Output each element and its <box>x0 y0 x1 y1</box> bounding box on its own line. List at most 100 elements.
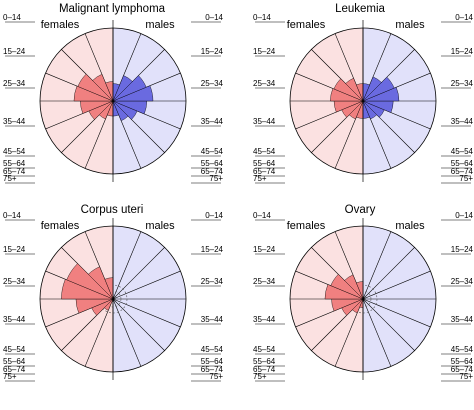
age-label-right: 15–24 <box>201 245 224 254</box>
male-wedge-45-54 <box>362 86 400 102</box>
age-label-left: 45–54 <box>253 345 276 354</box>
female-wedge-65-74 <box>92 73 114 102</box>
age-label-right: 15–24 <box>451 47 474 56</box>
age-label-right: 25–34 <box>451 79 474 88</box>
age-label-left: 55–64 <box>253 357 276 366</box>
age-label-right: 45–54 <box>451 345 474 354</box>
age-label-right: 35–44 <box>201 117 224 126</box>
age-label-right: 15–24 <box>201 47 224 56</box>
female-wedge-65-74 <box>344 274 364 300</box>
female-wedge-65-74 <box>88 266 114 300</box>
age-label-right: 25–34 <box>451 277 474 286</box>
age-label-right: 25–34 <box>201 79 224 88</box>
male-wedge-45-54 <box>112 85 154 102</box>
age-label-left: 65–74 <box>253 167 276 176</box>
male-wedge-55-64 <box>362 76 395 102</box>
chart-panel-corpus-uteri: 0–14 0–14 15–24 15–24 25–34 25–34 35–44 35–44 45… <box>3 204 224 382</box>
age-label-left: 15–24 <box>253 245 276 254</box>
female-wedge-55-64 <box>66 263 114 300</box>
sector-spoke <box>112 231 142 300</box>
female-wedge-45-54 <box>61 278 114 300</box>
age-label-right: 55–64 <box>451 357 474 366</box>
age-label-left: 35–44 <box>3 315 26 324</box>
panel-title: Malignant lymphoma <box>59 3 166 15</box>
age-label-left: 55–64 <box>253 159 276 168</box>
panel-title: Leukemia <box>335 3 385 15</box>
sector-spoke <box>362 298 392 367</box>
panel-title: Ovary <box>345 204 376 216</box>
age-label-right: 0–14 <box>205 211 223 220</box>
sector-spoke <box>112 298 165 351</box>
panel-title: Corpus uteri <box>81 204 144 216</box>
age-label-left: 75+ <box>253 372 267 381</box>
females-label: females <box>287 220 326 232</box>
age-label-left: 45–54 <box>3 147 26 156</box>
age-label-right: 45–54 <box>451 147 474 156</box>
age-label-right: 75+ <box>459 174 473 183</box>
female-wedge-55-64 <box>330 274 364 300</box>
age-label-right: 25–34 <box>201 277 224 286</box>
age-label-left: 35–44 <box>3 117 26 126</box>
age-label-right: 15–24 <box>451 245 474 254</box>
sector-spoke <box>112 270 181 300</box>
age-label-right: 35–44 <box>451 315 474 324</box>
female-wedge-65-74 <box>345 77 364 102</box>
age-label-left: 0–14 <box>253 211 271 220</box>
age-label-right: 0–14 <box>455 211 473 220</box>
chart-panel-malignant-lymphoma: 0–14 0–14 15–24 15–24 25–34 25–34 35–44 35–44 45… <box>3 3 224 184</box>
female-wedge-45-54 <box>324 284 364 300</box>
age-label-left: 0–14 <box>3 13 21 22</box>
age-label-right: 65–74 <box>201 167 224 176</box>
chart-panel-ovary: 0–14 0–14 15–24 15–24 25–34 25–34 35–44 35–44 45… <box>253 204 474 382</box>
sector-spoke <box>112 247 165 300</box>
age-label-left: 75+ <box>3 174 17 183</box>
female-wedge-45-54 <box>330 88 364 102</box>
sector-spoke <box>362 231 392 300</box>
age-label-left: 45–54 <box>253 147 276 156</box>
age-label-left: 35–44 <box>253 315 276 324</box>
age-label-right: 75+ <box>459 372 473 381</box>
age-label-left: 25–34 <box>253 79 276 88</box>
age-label-left: 75+ <box>253 174 267 183</box>
female-wedge-55-64 <box>333 78 364 102</box>
age-label-right: 35–44 <box>451 117 474 126</box>
age-label-left: 55–64 <box>3 357 26 366</box>
age-label-right: 55–64 <box>451 159 474 168</box>
age-label-left: 45–54 <box>3 345 26 354</box>
males-label: males <box>395 220 425 232</box>
age-label-left: 65–74 <box>253 365 276 374</box>
age-label-left: 65–74 <box>3 365 26 374</box>
age-label-right: 65–74 <box>201 365 224 374</box>
age-label-left: 25–34 <box>3 79 26 88</box>
males-label: males <box>145 220 175 232</box>
age-label-left: 15–24 <box>3 245 26 254</box>
age-label-right: 45–54 <box>201 345 224 354</box>
male-wedge-55-64 <box>112 75 147 102</box>
age-label-left: 55–64 <box>3 159 26 168</box>
females-label: females <box>41 19 80 31</box>
sector-spoke <box>362 298 431 328</box>
age-label-left: 25–34 <box>253 277 276 286</box>
females-label: females <box>287 19 326 31</box>
sector-spoke <box>362 298 415 351</box>
age-label-left: 15–24 <box>3 47 26 56</box>
sector-spoke <box>112 298 142 367</box>
age-label-left: 0–14 <box>3 211 21 220</box>
age-label-left: 25–34 <box>3 277 26 286</box>
age-label-right: 65–74 <box>451 167 474 176</box>
age-label-left: 35–44 <box>253 117 276 126</box>
age-label-right: 55–64 <box>201 357 224 366</box>
females-label: females <box>41 220 80 232</box>
age-label-right: 0–14 <box>205 13 223 22</box>
age-label-right: 45–54 <box>201 147 224 156</box>
sector-spoke <box>362 270 431 300</box>
age-label-right: 0–14 <box>455 13 473 22</box>
male-wedge-65-74 <box>362 76 382 102</box>
chart-panel-leukemia: 0–14 0–14 15–24 15–24 25–34 25–34 35–44 35–44 45… <box>253 3 474 184</box>
age-label-left: 0–14 <box>253 13 271 22</box>
age-label-left: 75+ <box>3 372 17 381</box>
age-label-left: 65–74 <box>3 167 26 176</box>
males-label: males <box>395 19 425 31</box>
age-label-left: 15–24 <box>253 47 276 56</box>
